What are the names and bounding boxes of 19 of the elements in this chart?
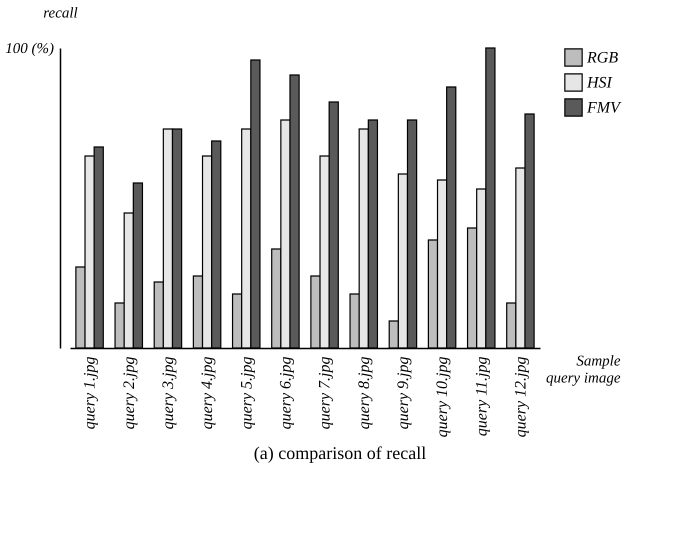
x-axis-title: Sample query image <box>546 354 621 386</box>
x-tick-label: query 5.jpg <box>238 356 256 430</box>
y-axis-title: recall <box>43 6 78 22</box>
x-tick-label: query 8.jpg <box>356 356 373 430</box>
x-tick-label: query 3.jpg <box>160 356 177 430</box>
x-tick-label: query 12.jpg <box>512 356 530 438</box>
x-tick-label: query 1.jpg <box>82 356 99 430</box>
text: (a) comparison of recall <box>254 442 426 463</box>
x-tick-label: query 4.jpg <box>199 356 216 430</box>
x-tick-label: query 6.jpg <box>277 356 294 430</box>
legend-label: RGB <box>586 50 618 66</box>
text: 100 (%) <box>5 41 54 57</box>
legend-label: HSI <box>586 74 613 92</box>
x-tick-label: query 2.jpg <box>120 356 138 430</box>
x-tick-label: query 9.jpg <box>394 356 412 430</box>
x-tick-label: query 10.jpg <box>434 356 452 438</box>
x-tick-label: query 11.jpg <box>473 356 490 436</box>
legend-label: FMV <box>586 100 622 116</box>
x-tick-label: query 7.jpg <box>316 356 334 430</box>
